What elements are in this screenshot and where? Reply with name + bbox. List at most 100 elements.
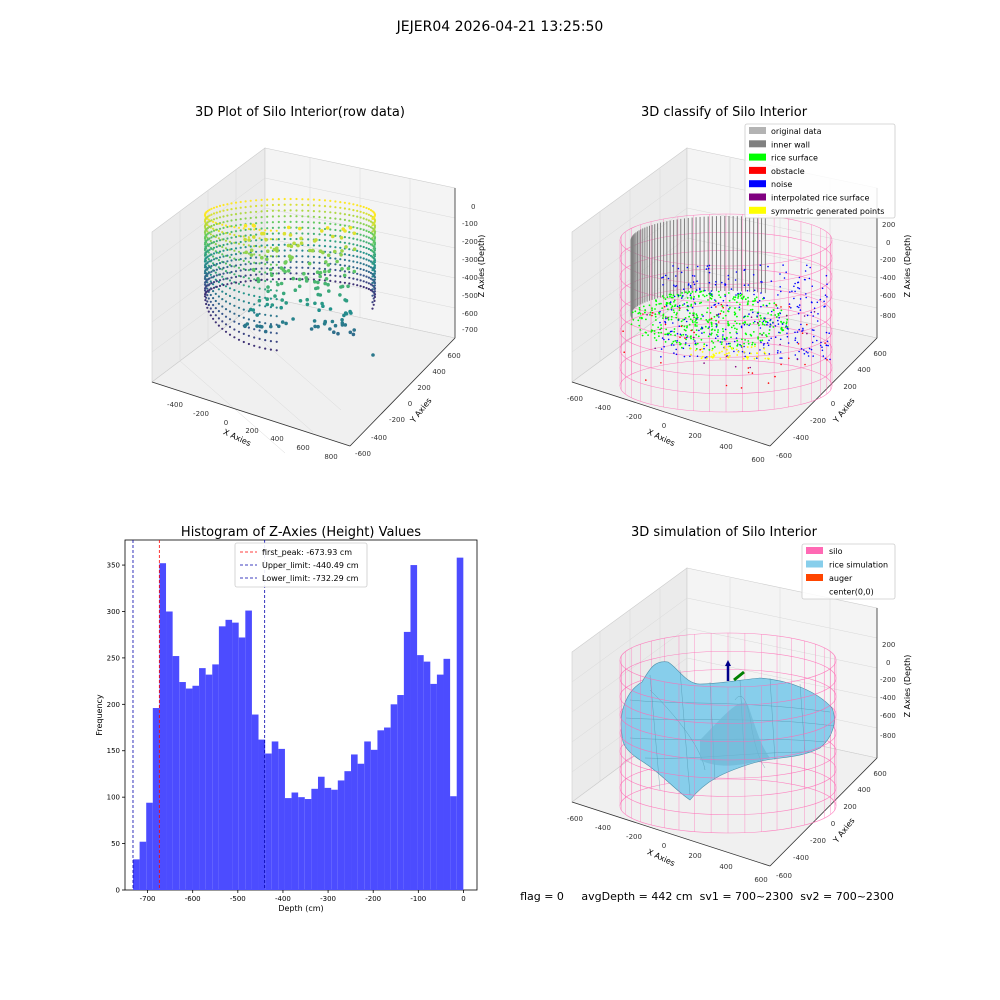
p1-point bbox=[343, 207, 346, 210]
p1-point bbox=[373, 269, 376, 272]
p1-point bbox=[226, 237, 229, 240]
p1-point bbox=[334, 240, 337, 243]
p2-symmetric-point bbox=[742, 357, 745, 360]
p2-rice-point bbox=[649, 314, 651, 316]
p1-point bbox=[255, 273, 258, 276]
p1-point bbox=[323, 199, 327, 202]
p2-noise-point bbox=[770, 310, 773, 313]
p2-noise-point bbox=[746, 289, 749, 292]
p2-symmetric-point bbox=[701, 348, 703, 350]
p2-noise-point bbox=[821, 349, 824, 352]
p2-symmetric-point bbox=[764, 357, 767, 360]
p1-point bbox=[348, 202, 351, 205]
p2-symmetric-point bbox=[718, 352, 721, 354]
p1-point bbox=[307, 272, 310, 275]
p1-point bbox=[206, 221, 209, 224]
p1-point bbox=[221, 290, 224, 293]
p2-rice-point bbox=[660, 324, 662, 326]
p2-rice-point bbox=[692, 321, 694, 324]
p1-point bbox=[205, 302, 208, 306]
p1-point bbox=[301, 226, 304, 229]
p2-rice-point bbox=[645, 318, 647, 321]
p1-ytick: -400 bbox=[371, 434, 387, 442]
p1-point bbox=[326, 263, 331, 267]
p2-rice-point bbox=[684, 317, 687, 319]
hist-bar bbox=[403, 631, 411, 890]
p1-point bbox=[215, 211, 218, 214]
p2-noise-point bbox=[786, 332, 788, 335]
p2-noise-point bbox=[717, 335, 719, 338]
p2-noise-point bbox=[799, 309, 802, 311]
p1-point bbox=[215, 240, 218, 243]
hist-bar bbox=[284, 798, 292, 890]
p1-point bbox=[299, 241, 304, 245]
p2-noise-point bbox=[704, 356, 707, 359]
p1-point bbox=[208, 214, 211, 217]
p2-obstacle-point bbox=[824, 342, 826, 344]
p1-point bbox=[295, 209, 298, 212]
p1-point bbox=[329, 251, 332, 254]
p1-point bbox=[352, 283, 355, 286]
p1-point bbox=[208, 237, 211, 240]
p1-point bbox=[226, 203, 229, 206]
p1-point bbox=[365, 269, 368, 272]
p1-point bbox=[323, 222, 327, 225]
p1-point bbox=[233, 233, 236, 237]
p1-point bbox=[334, 223, 337, 226]
p1-point bbox=[312, 221, 315, 224]
hist-ytick-label: 200 bbox=[107, 701, 120, 709]
p2-interpolated-point bbox=[715, 314, 718, 316]
p2-rice-point bbox=[706, 307, 709, 309]
p1-point bbox=[373, 287, 376, 290]
p1-point bbox=[289, 203, 292, 206]
p1-point bbox=[371, 294, 374, 297]
p2-noise-point bbox=[691, 306, 694, 309]
p2-rice-point bbox=[672, 309, 675, 311]
p1-point bbox=[222, 255, 225, 258]
p1-point bbox=[212, 269, 216, 272]
p2-noise-point bbox=[735, 337, 738, 339]
p1-point bbox=[224, 262, 228, 265]
p2-noise-point bbox=[659, 310, 661, 313]
p1-point bbox=[218, 267, 222, 270]
p1-point bbox=[373, 243, 376, 246]
p1-point bbox=[352, 266, 355, 269]
p1-point bbox=[234, 235, 238, 238]
p1-point bbox=[255, 233, 258, 236]
hist-bar bbox=[238, 637, 246, 890]
p1-point bbox=[365, 235, 368, 238]
p1-point bbox=[249, 245, 252, 248]
p2-rice-point bbox=[696, 325, 698, 327]
p2-noise-point bbox=[735, 294, 737, 296]
p1-point bbox=[230, 259, 233, 262]
p1-point bbox=[352, 277, 355, 280]
hist-bar bbox=[364, 741, 371, 890]
p2-rice-point bbox=[747, 342, 750, 345]
p1-point bbox=[212, 252, 216, 255]
p1-point bbox=[237, 234, 241, 237]
p1-point bbox=[359, 222, 362, 225]
p2-rice-point bbox=[674, 334, 676, 337]
p2-rice-point bbox=[713, 346, 716, 348]
p1-point bbox=[228, 310, 232, 313]
hist-bar bbox=[304, 799, 312, 890]
p1-point bbox=[242, 292, 245, 295]
p1-point bbox=[312, 272, 315, 275]
p1-point bbox=[344, 245, 348, 249]
p2-rice-point bbox=[700, 317, 702, 320]
p1-point bbox=[217, 259, 220, 262]
p2-rice-point bbox=[751, 341, 754, 344]
p1-ztick: -400 bbox=[462, 274, 478, 282]
p2-symmetric-point bbox=[694, 349, 697, 352]
p2-rice-point bbox=[732, 324, 735, 327]
p1-point bbox=[332, 330, 336, 335]
p2-rice-point bbox=[651, 307, 653, 310]
p1-point bbox=[326, 253, 331, 258]
p2-noise-point bbox=[767, 321, 769, 324]
p1-point bbox=[365, 281, 368, 284]
p1-point bbox=[372, 235, 375, 238]
p1-point bbox=[307, 215, 310, 218]
p2-noise-point bbox=[662, 284, 664, 286]
p2-noise-point bbox=[781, 323, 784, 325]
p2-noise-point bbox=[760, 292, 762, 294]
